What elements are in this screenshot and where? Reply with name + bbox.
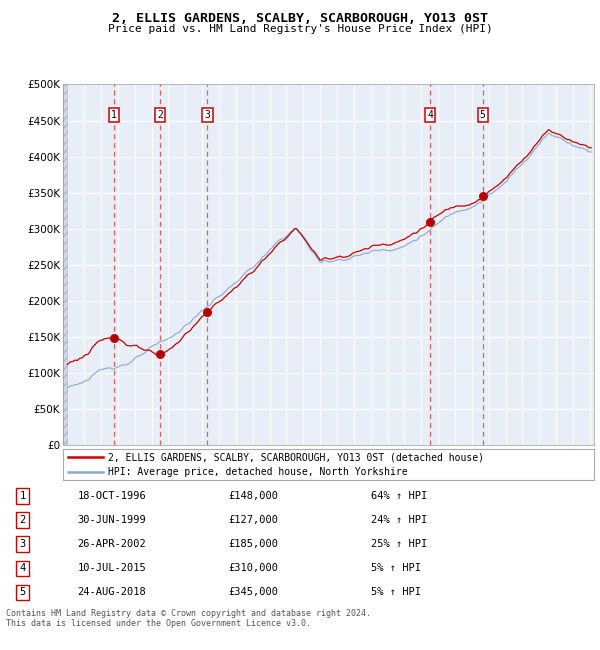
Text: 2: 2 bbox=[157, 110, 163, 120]
Text: HPI: Average price, detached house, North Yorkshire: HPI: Average price, detached house, Nort… bbox=[108, 467, 408, 477]
Text: 26-APR-2002: 26-APR-2002 bbox=[77, 540, 146, 549]
Text: 24% ↑ HPI: 24% ↑ HPI bbox=[371, 515, 427, 525]
Text: Contains HM Land Registry data © Crown copyright and database right 2024.
This d: Contains HM Land Registry data © Crown c… bbox=[6, 609, 371, 629]
Text: 5: 5 bbox=[480, 110, 485, 120]
Text: £148,000: £148,000 bbox=[228, 491, 278, 501]
Text: 2, ELLIS GARDENS, SCALBY, SCARBOROUGH, YO13 0ST: 2, ELLIS GARDENS, SCALBY, SCARBOROUGH, Y… bbox=[112, 12, 488, 25]
Text: 2: 2 bbox=[19, 515, 26, 525]
Text: £345,000: £345,000 bbox=[228, 588, 278, 597]
Text: 25% ↑ HPI: 25% ↑ HPI bbox=[371, 540, 427, 549]
Text: 5% ↑ HPI: 5% ↑ HPI bbox=[371, 564, 421, 573]
Text: 18-OCT-1996: 18-OCT-1996 bbox=[77, 491, 146, 501]
Text: 5: 5 bbox=[19, 588, 26, 597]
Text: 1: 1 bbox=[19, 491, 26, 501]
Text: Price paid vs. HM Land Registry's House Price Index (HPI): Price paid vs. HM Land Registry's House … bbox=[107, 24, 493, 34]
Text: 24-AUG-2018: 24-AUG-2018 bbox=[77, 588, 146, 597]
Text: 3: 3 bbox=[19, 540, 26, 549]
Text: £185,000: £185,000 bbox=[228, 540, 278, 549]
Bar bbox=[63, 84, 67, 445]
Text: 2, ELLIS GARDENS, SCALBY, SCARBOROUGH, YO13 0ST (detached house): 2, ELLIS GARDENS, SCALBY, SCARBOROUGH, Y… bbox=[108, 452, 484, 462]
Text: £127,000: £127,000 bbox=[228, 515, 278, 525]
Text: £310,000: £310,000 bbox=[228, 564, 278, 573]
Text: 4: 4 bbox=[19, 564, 26, 573]
Text: 3: 3 bbox=[205, 110, 211, 120]
Text: 64% ↑ HPI: 64% ↑ HPI bbox=[371, 491, 427, 501]
Text: 4: 4 bbox=[427, 110, 433, 120]
Text: 1: 1 bbox=[112, 110, 117, 120]
Text: 5% ↑ HPI: 5% ↑ HPI bbox=[371, 588, 421, 597]
Text: 10-JUL-2015: 10-JUL-2015 bbox=[77, 564, 146, 573]
Text: 30-JUN-1999: 30-JUN-1999 bbox=[77, 515, 146, 525]
